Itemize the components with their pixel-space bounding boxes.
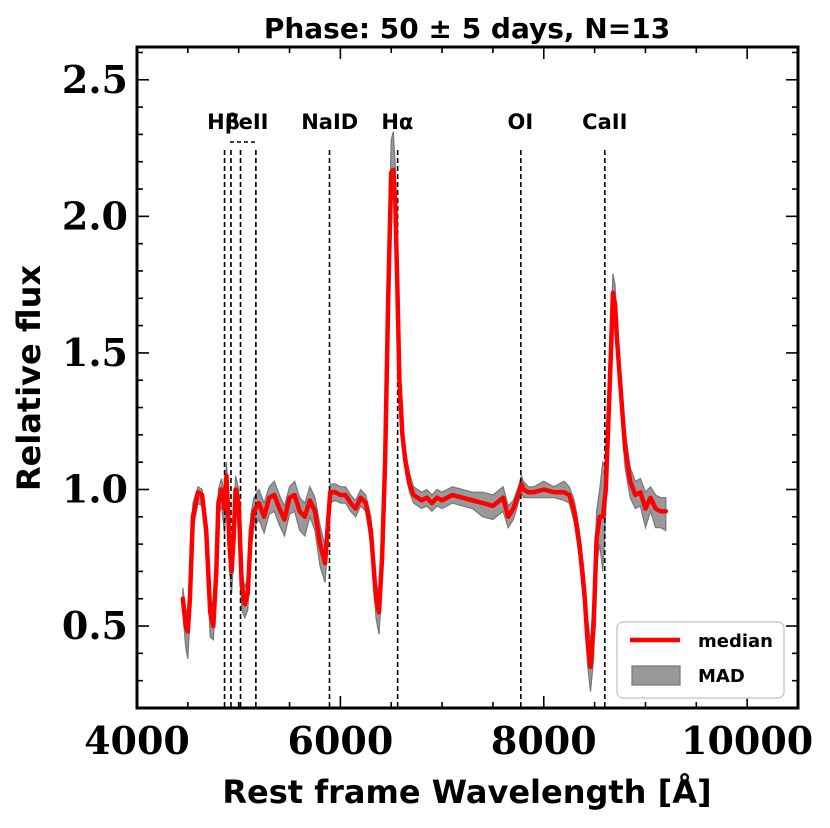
line-label-naid: NaID: [301, 110, 358, 134]
line-label-h-beta: Hβ: [207, 110, 240, 134]
plot-area: [180, 131, 669, 708]
tick-labels: 4000 6000 8000 10000 0.5 1.0 1.5 2.0 2.5: [62, 57, 813, 763]
x-tick-label: 10000: [681, 718, 813, 763]
axis-ticks: [136, 47, 798, 708]
y-tick-label: 0.5: [62, 603, 128, 648]
y-tick-label: 2.0: [62, 193, 128, 238]
line-label-caii: CaII: [582, 110, 627, 134]
line-label-oi: OI: [508, 110, 534, 134]
plot-frame: [135, 45, 800, 710]
line-label-feii: FeII: [225, 110, 268, 134]
x-tick-label: 8000: [491, 718, 597, 763]
legend-mad-swatch: [631, 665, 681, 686]
reference-lines: [223, 150, 606, 708]
x-tick-label: 6000: [288, 718, 394, 763]
mad-band: [182, 131, 667, 692]
x-axis-label: Rest frame Wavelength [Å]: [222, 773, 711, 811]
y-tick-label: 1.0: [62, 466, 128, 511]
line-label-h-alpha: Hα: [381, 110, 413, 134]
chart-title: Phase: 50 ± 5 days, N=13: [264, 12, 670, 45]
median-line: [180, 167, 669, 670]
x-tick-label: 4000: [84, 718, 190, 763]
y-axis-label: Relative flux: [10, 265, 48, 491]
legend: median MAD: [616, 621, 785, 699]
legend-median-label: median: [698, 631, 773, 652]
y-tick-label: 1.5: [62, 330, 128, 375]
legend-mad-label: MAD: [698, 666, 745, 687]
y-tick-label: 2.5: [62, 57, 128, 102]
